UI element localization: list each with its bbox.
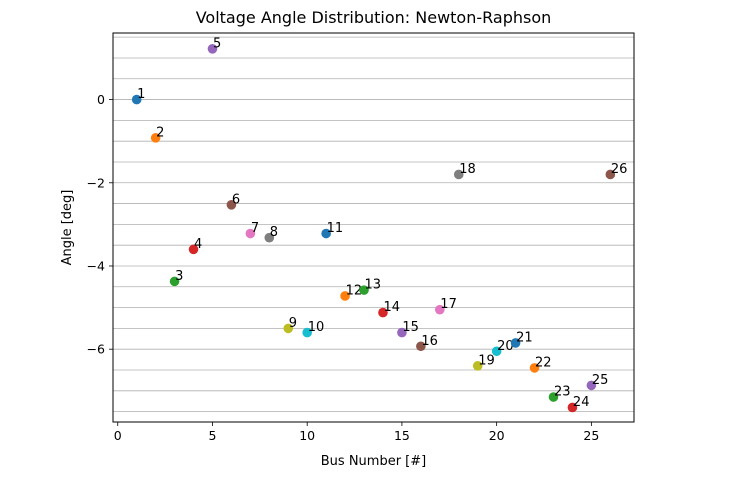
point-label: 22	[535, 355, 552, 370]
data-point	[131, 94, 142, 105]
data-point	[245, 228, 256, 239]
y-axis-label: Angle [deg]	[60, 190, 75, 266]
x-tick-label: 20	[489, 428, 505, 443]
point-label: 10	[308, 320, 325, 335]
data-point	[207, 44, 218, 54]
y-tick-label: −4	[87, 258, 105, 273]
x-tick-label: 5	[208, 428, 216, 443]
y-tick-label: −2	[87, 175, 105, 190]
point-label: 8	[270, 225, 278, 240]
data-point	[567, 402, 578, 413]
data-point	[150, 133, 161, 143]
data-point	[264, 232, 275, 243]
x-tick-label: 0	[114, 428, 122, 443]
point-label: 14	[383, 300, 400, 315]
data-point	[510, 338, 521, 348]
point-label: 15	[402, 320, 419, 335]
point-label: 13	[365, 278, 382, 293]
x-tick-label: 15	[394, 428, 410, 443]
point-label: 1	[137, 87, 145, 102]
data-point	[321, 228, 331, 239]
data-point	[472, 361, 483, 371]
point-label: 17	[440, 297, 457, 312]
x-tick-label: 25	[583, 428, 599, 443]
x-axis-label: Bus Number [#]	[321, 454, 426, 469]
point-label: 2	[156, 125, 164, 140]
data-point	[491, 346, 502, 357]
data-point	[283, 323, 294, 334]
data-point	[359, 285, 369, 295]
data-point	[188, 244, 199, 255]
data-point	[416, 341, 426, 352]
point-label: 5	[213, 36, 221, 51]
point-label: 12	[346, 283, 363, 298]
point-label: 25	[592, 373, 609, 388]
point-label: 9	[289, 316, 297, 331]
point-label: 6	[232, 192, 240, 207]
x-tick-label: 10	[299, 428, 315, 443]
point-label: 19	[478, 353, 495, 368]
point-label: 7	[251, 221, 259, 236]
point-label: 24	[573, 395, 590, 410]
point-label: 20	[497, 339, 514, 354]
point-label: 18	[459, 162, 476, 177]
data-point	[397, 327, 407, 338]
data-point	[226, 200, 237, 210]
axis-ticks: 0 5 10 15 20 25 0 −2 −4 −6	[87, 92, 600, 443]
data-point	[548, 392, 559, 402]
point-label: 3	[175, 269, 183, 284]
point-label: 26	[611, 162, 628, 177]
data-point	[302, 327, 312, 338]
plot-frame	[112, 32, 635, 423]
grid-lines	[113, 36, 634, 412]
data-point	[586, 380, 597, 391]
point-label: 4	[194, 237, 202, 252]
data-point	[340, 291, 350, 301]
data-point	[169, 276, 180, 287]
y-tick-label: −6	[87, 342, 105, 357]
chart-title: Voltage Angle Distribution: Newton-Raphs…	[196, 8, 552, 27]
data-point	[378, 307, 388, 318]
point-label: 16	[421, 334, 438, 349]
y-tick-label: 0	[97, 92, 105, 107]
point-label: 21	[516, 330, 533, 345]
point-label: 11	[327, 221, 344, 236]
data-point	[453, 169, 464, 180]
data-point	[529, 363, 540, 373]
data-point	[605, 169, 616, 180]
data-point	[435, 304, 445, 315]
point-label: 23	[554, 385, 571, 400]
